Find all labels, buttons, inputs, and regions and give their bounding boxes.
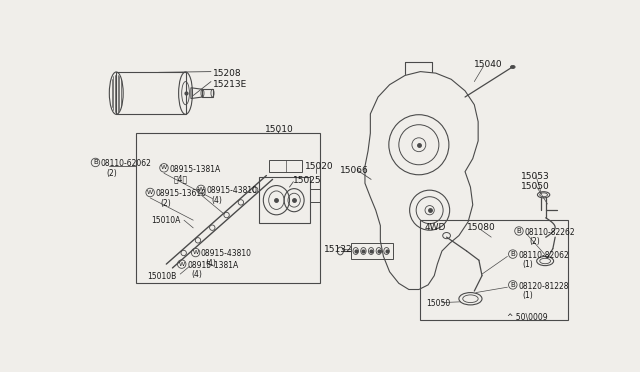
Text: 08915-1381A: 08915-1381A [170,165,221,174]
Text: 08110-82062: 08110-82062 [518,251,569,260]
Text: 08915-1381A: 08915-1381A [187,261,238,270]
Text: B: B [516,228,522,234]
Text: B: B [511,251,515,257]
Text: ^ 50\0009: ^ 50\0009 [507,312,547,322]
Text: 15025: 15025 [293,176,322,185]
Text: 15010A: 15010A [151,216,180,225]
Text: B: B [93,160,98,166]
Text: W: W [147,190,153,195]
Ellipse shape [511,65,515,68]
Text: 08915-43810: 08915-43810 [206,186,257,195]
Text: 15053: 15053 [520,172,549,181]
Text: 4WD: 4WD [424,223,445,232]
Text: 15208: 15208 [212,69,241,78]
Text: 08110-62062: 08110-62062 [101,159,152,169]
Text: (1): (1) [523,260,534,269]
Text: 15040: 15040 [474,60,503,69]
Text: (1): (1) [523,291,534,300]
Text: W: W [179,262,185,267]
Text: 08120-81228: 08120-81228 [518,282,569,291]
Text: (4): (4) [192,270,203,279]
Text: 15050: 15050 [427,299,451,308]
Text: 15132: 15132 [324,245,353,254]
Text: 08915-43810: 08915-43810 [201,250,252,259]
Text: （4）: （4） [174,174,188,183]
Text: 15050: 15050 [520,182,549,191]
Text: (2): (2) [160,199,171,208]
Text: W: W [193,250,198,255]
Text: W: W [198,187,204,192]
Text: (4): (4) [205,259,216,268]
Text: 08915-13610: 08915-13610 [156,189,207,198]
Text: 08110-82262: 08110-82262 [524,228,575,237]
Text: 15010: 15010 [265,125,294,134]
Text: 15080: 15080 [467,223,495,232]
Text: 15066: 15066 [340,166,368,175]
Text: W: W [161,165,167,170]
Text: (4): (4) [211,196,222,205]
Text: 15020: 15020 [305,162,333,171]
Text: 15213E: 15213E [212,80,247,89]
Text: (2): (2) [529,237,540,246]
Text: (2): (2) [106,169,117,177]
Text: B: B [511,282,515,288]
Text: 15010B: 15010B [147,272,176,281]
